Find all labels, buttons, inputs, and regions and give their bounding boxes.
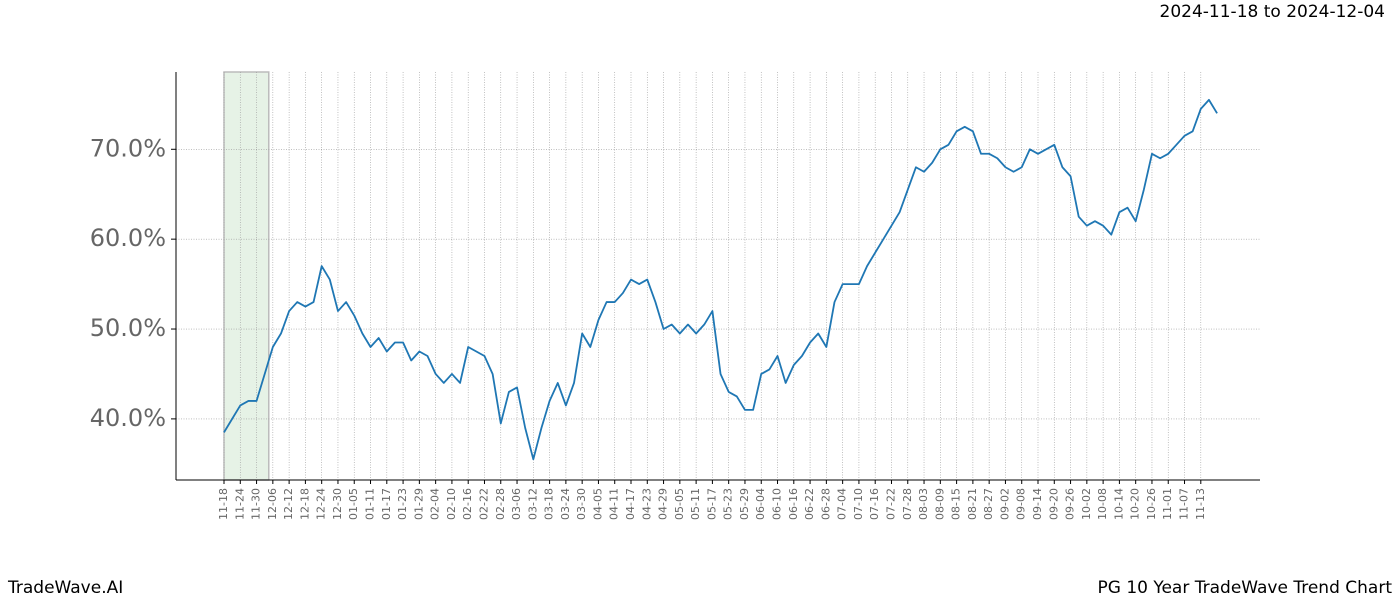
x-tick-label: 11-13 [1194, 488, 1207, 520]
x-tick-label: 10-20 [1129, 488, 1142, 520]
x-tick-label: 03-18 [543, 488, 556, 520]
x-tick-label: 12-18 [298, 488, 311, 520]
x-tick-label: 08-21 [966, 488, 979, 520]
x-tick-label: 12-12 [282, 488, 295, 520]
x-tick-label: 10-14 [1112, 488, 1125, 520]
x-tick-label: 01-29 [412, 488, 425, 520]
x-tick-label: 03-30 [575, 488, 588, 520]
x-tick-label: 05-05 [673, 488, 686, 520]
x-tick-label: 03-06 [510, 488, 523, 520]
x-tick-label: 11-18 [217, 488, 230, 520]
x-tick-label: 02-28 [494, 488, 507, 520]
x-tick-label: 08-09 [933, 488, 946, 520]
x-tick-label: 05-11 [689, 488, 702, 520]
x-tick-label: 04-05 [591, 488, 604, 520]
x-tick-label: 12-06 [266, 488, 279, 520]
x-tick-label: 04-17 [624, 488, 637, 520]
x-tick-label: 02-22 [477, 488, 490, 520]
x-tick-label: 12-24 [315, 488, 328, 520]
x-tick-label: 11-07 [1178, 488, 1191, 520]
y-tick-label: 40.0% [90, 404, 166, 432]
x-tick-label: 09-26 [1064, 488, 1077, 520]
x-tick-label: 05-17 [705, 488, 718, 520]
x-tick-label: 09-14 [1031, 488, 1044, 520]
x-tick-label: 01-05 [347, 488, 360, 520]
brand: TradeWave.AI [7, 578, 123, 598]
chart-subtitle: 2024-11-18 to 2024-12-04 [1160, 2, 1385, 22]
x-tick-label: 08-27 [982, 488, 995, 520]
x-tick-label: 01-17 [380, 488, 393, 520]
x-tick-label: 02-16 [461, 488, 474, 520]
x-tick-label: 03-12 [526, 488, 539, 520]
x-tick-label: 09-08 [1015, 488, 1028, 520]
y-tick-label: 60.0% [90, 224, 166, 252]
x-tick-label: 05-23 [722, 488, 735, 520]
x-tick-label: 06-04 [754, 488, 767, 520]
x-tick-label: 03-24 [559, 488, 572, 520]
x-tick-label: 11-01 [1161, 488, 1174, 520]
trend-line [223, 98, 1218, 461]
x-tick-label: 07-16 [868, 488, 881, 520]
x-tick-label: 12-30 [331, 488, 344, 520]
x-tick-label: 07-22 [884, 488, 897, 520]
x-tick-label: 04-23 [640, 488, 653, 520]
x-tick-label: 11-24 [233, 488, 246, 520]
x-tick-label: 06-22 [803, 488, 816, 520]
x-tick-label: 08-15 [950, 488, 963, 520]
x-tick-label: 04-29 [657, 488, 670, 520]
x-tick-label: 10-26 [1145, 488, 1158, 520]
x-tick-label: 07-04 [836, 488, 849, 520]
highlight-span [223, 71, 270, 481]
x-tick-label: 01-23 [396, 488, 409, 520]
y-tick-label: 50.0% [90, 314, 166, 342]
x-tick-label: 11-30 [250, 488, 263, 520]
x-tick-label: 09-02 [998, 488, 1011, 520]
y-tick-label: 70.0% [90, 134, 166, 162]
x-tick-label: 10-08 [1096, 488, 1109, 520]
chart-title: PG 10 Year TradeWave Trend Chart [1097, 578, 1392, 598]
x-tick-label: 02-10 [445, 488, 458, 520]
x-tick-label: 05-29 [738, 488, 751, 520]
x-tick-label: 07-10 [852, 488, 865, 520]
x-tick-label: 09-20 [1047, 488, 1060, 520]
x-tick-label: 04-11 [608, 488, 621, 520]
x-tick-label: 08-03 [917, 488, 930, 520]
x-tick-label: 07-28 [901, 488, 914, 520]
x-tick-label: 10-02 [1080, 488, 1093, 520]
x-tick-label: 01-11 [364, 488, 377, 520]
x-tick-label: 06-28 [819, 488, 832, 520]
x-tick-label: 06-16 [787, 488, 800, 520]
x-tick-label: 06-10 [771, 488, 784, 520]
x-tick-label: 02-04 [429, 488, 442, 520]
